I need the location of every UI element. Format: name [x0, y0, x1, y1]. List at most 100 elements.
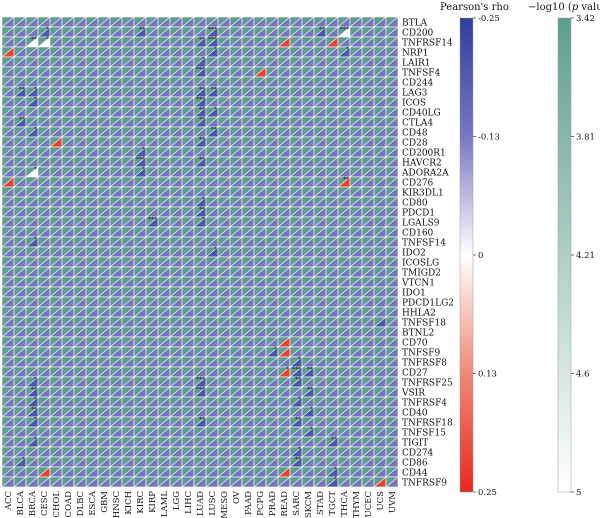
heatmap-cell	[325, 106, 339, 118]
heatmap-cell	[301, 236, 315, 248]
heatmap-cell	[25, 286, 39, 298]
heatmap-cell	[205, 216, 219, 228]
heatmap-cell	[301, 306, 315, 318]
heatmap-cell	[61, 306, 75, 318]
heatmap-cell	[253, 46, 267, 58]
heatmap-cell	[169, 56, 183, 68]
heatmap-cell	[373, 96, 387, 108]
cell-diagonal	[13, 26, 27, 38]
heatmap-cell	[169, 176, 183, 188]
heatmap-cell	[157, 256, 171, 268]
heatmap-cell	[217, 196, 231, 208]
cell-diagonal	[229, 96, 243, 108]
cell-diagonal	[97, 16, 111, 28]
heatmap-cell: ***	[337, 26, 351, 38]
heatmap-cell	[13, 166, 27, 178]
cell-diagonal	[13, 116, 27, 128]
heatmap-cell	[205, 256, 219, 268]
heatmap-cell	[373, 286, 387, 298]
cell-diagonal	[13, 96, 27, 108]
heatmap-cell	[169, 146, 183, 158]
cell-diagonal	[133, 106, 147, 118]
heatmap-cell	[373, 306, 387, 318]
cell-diagonal	[373, 26, 387, 38]
cell-diagonal	[37, 56, 51, 68]
heatmap-cell	[385, 276, 399, 288]
heatmap-cell	[349, 16, 363, 28]
heatmap-cell	[37, 76, 51, 88]
heatmap-cell	[133, 216, 147, 228]
heatmap-cell	[37, 266, 51, 278]
heatmap-cell	[289, 216, 303, 228]
heatmap-cell	[157, 146, 171, 158]
heatmap-cell	[61, 116, 75, 128]
heatmap-cell	[25, 306, 39, 318]
heatmap-cell	[37, 306, 51, 318]
heatmap-cell	[121, 36, 135, 48]
heatmap-cell	[301, 286, 315, 298]
heatmap-cell: **	[133, 26, 147, 38]
significance-stars: ***	[196, 66, 205, 73]
heatmap-cell	[193, 286, 207, 298]
heatmap-cell	[337, 226, 351, 238]
heatmap-cell	[385, 186, 399, 198]
heatmap-cell	[337, 306, 351, 318]
heatmap-cell	[13, 216, 27, 228]
heatmap-cell	[157, 76, 171, 88]
heatmap-cell	[265, 226, 279, 238]
significance-stars: ***	[148, 216, 157, 223]
heatmap-cell	[253, 206, 267, 218]
heatmap-cell	[265, 96, 279, 108]
significance-stars: *	[46, 26, 49, 33]
significance-stars: ***	[208, 36, 217, 43]
heatmap-cell: *	[25, 236, 39, 248]
heatmap-cell	[289, 176, 303, 188]
heatmap-cell	[1, 46, 15, 58]
cell-diagonal	[157, 66, 171, 78]
heatmap-cell	[349, 226, 363, 238]
cell-diagonal	[85, 26, 99, 38]
heatmap-cell	[121, 106, 135, 118]
cell-diagonal	[133, 96, 147, 108]
heatmap-cell	[217, 216, 231, 228]
significance-stars: *	[34, 236, 37, 243]
heatmap-cell	[61, 146, 75, 158]
heatmap-cell	[49, 66, 63, 78]
heatmap-cell	[61, 96, 75, 108]
heatmap-cell	[385, 176, 399, 188]
heatmap-cell	[253, 226, 267, 238]
cell-diagonal	[217, 46, 231, 58]
cell-diagonal	[97, 86, 111, 98]
heatmap-cell	[13, 256, 27, 268]
cell-diagonal	[313, 16, 327, 28]
heatmap-cell	[121, 206, 135, 218]
heatmap-cell	[385, 116, 399, 128]
heatmap-cell	[373, 226, 387, 238]
heatmap-cell	[13, 236, 27, 248]
cell-diagonal	[49, 76, 63, 88]
heatmap-cell	[49, 226, 63, 238]
heatmap-cell	[289, 236, 303, 248]
heatmap-cell	[61, 206, 75, 218]
heatmap-cell	[277, 236, 291, 248]
cell-diagonal	[169, 106, 183, 118]
heatmap-cell	[1, 206, 15, 218]
heatmap-cell	[349, 246, 363, 258]
heatmap-cell	[169, 46, 183, 58]
heatmap-cell	[109, 126, 123, 138]
heatmap-cell	[313, 206, 327, 218]
heatmap-cell	[133, 276, 147, 288]
heatmap-cell	[385, 106, 399, 118]
cell-diagonal	[349, 36, 363, 48]
heatmap-cell	[97, 46, 111, 58]
heatmap-cell	[157, 126, 171, 138]
cell-diagonal	[241, 96, 255, 108]
heatmap-cell	[229, 276, 243, 288]
heatmap-cell	[121, 76, 135, 88]
cell-diagonal	[157, 106, 171, 118]
heatmap-cell	[325, 136, 339, 148]
heatmap-cell	[205, 16, 219, 28]
heatmap-cell	[145, 46, 159, 58]
heatmap-cell	[277, 266, 291, 278]
heatmap-cell	[61, 256, 75, 268]
